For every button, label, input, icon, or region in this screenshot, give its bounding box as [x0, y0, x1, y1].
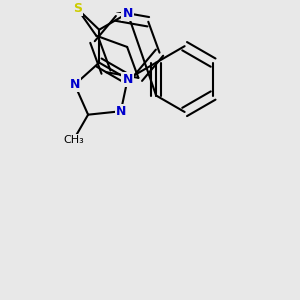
Text: N: N — [116, 105, 126, 118]
Text: N: N — [70, 78, 80, 91]
Text: N: N — [122, 73, 133, 85]
Text: N: N — [122, 7, 133, 20]
Text: CH₃: CH₃ — [63, 135, 84, 145]
Text: S: S — [73, 2, 82, 15]
